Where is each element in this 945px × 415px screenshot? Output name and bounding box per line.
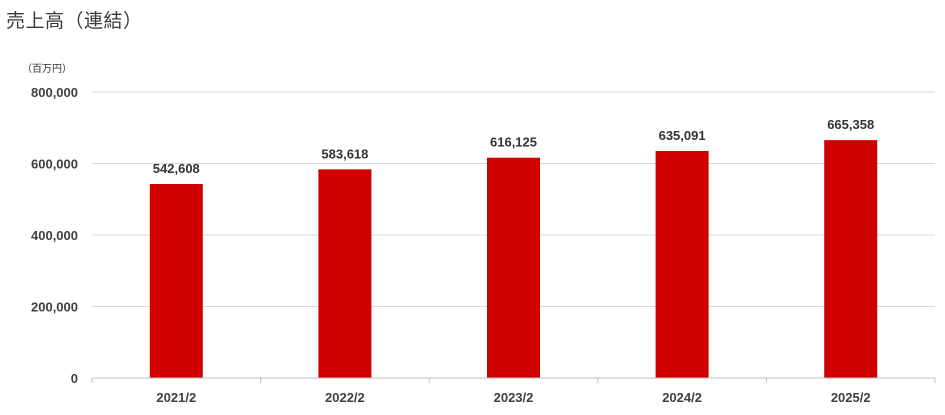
y-tick-label: 400,000 [31,228,78,243]
data-label: 583,618 [321,146,368,161]
x-tick-label: 2025/2 [831,390,871,405]
data-labels: 542,608 583,618 616,125 635,091 665,358 [153,117,874,176]
bar-2022-2 [318,169,372,378]
data-label: 635,091 [659,128,706,143]
bar-2024-2 [655,150,709,378]
y-axis-unit-label: （百万円） [22,64,72,75]
bar-2021-2 [149,184,203,378]
data-label: 665,358 [827,117,874,132]
bar-2025-2 [824,140,878,378]
chart-title: 売上高（連結） [6,10,143,32]
y-tick-label: 600,000 [31,157,78,172]
y-tick-label: 200,000 [31,300,78,315]
axes: 0 200,000 400,000 600,000 800,000 2021/2 2022/… [31,85,936,405]
data-label: 542,608 [153,161,200,176]
x-tick-label: 2023/2 [494,390,534,405]
data-label: 616,125 [490,135,537,150]
x-tick-label: 2022/2 [325,390,365,405]
y-tick-label: 800,000 [31,85,78,100]
x-tick-label: 2021/2 [156,390,196,405]
bar-2023-2 [487,157,540,378]
bars [149,140,878,378]
x-tick-label: 2024/2 [662,390,702,405]
y-tick-label: 0 [71,371,78,386]
